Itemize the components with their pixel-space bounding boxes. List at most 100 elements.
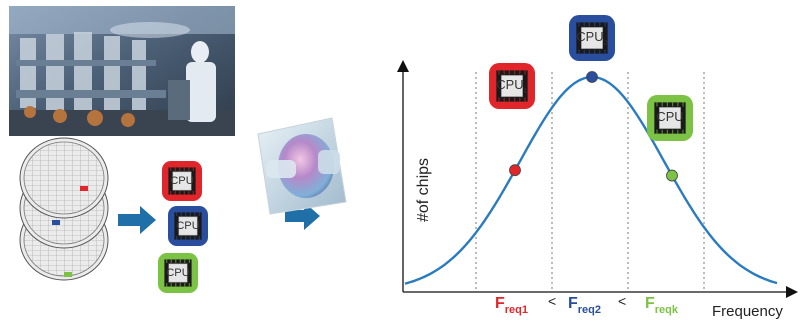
- distribution-curve: [404, 75, 778, 285]
- chip-pin: [682, 129, 684, 134]
- green-die: [64, 272, 72, 277]
- chip-pin: [594, 49, 596, 54]
- graph-cpu-chip-blue: CPU2: [569, 15, 615, 61]
- chip-pin: [503, 70, 505, 75]
- chip-label-main: CPU: [496, 77, 523, 92]
- chip-die: [178, 216, 198, 236]
- chip-pin: [198, 212, 200, 216]
- distribution-graph: [397, 60, 798, 298]
- blue-die: [52, 220, 60, 225]
- blue-marker: [586, 71, 598, 83]
- chip-pin: [524, 97, 526, 102]
- chip-pin: [185, 212, 187, 216]
- chip-label: CPU: [176, 220, 200, 232]
- chip-label: CPU2: [576, 29, 607, 47]
- cleanroom-factory-photo: [9, 6, 235, 136]
- y-axis-label: #of chips: [415, 158, 432, 222]
- chip-pin: [666, 129, 668, 134]
- chip-pin: [176, 236, 178, 240]
- chip-pin: [588, 49, 590, 54]
- chip-pin: [672, 129, 674, 134]
- green-marker: [666, 169, 678, 182]
- freq-req2-sub: req2: [578, 304, 601, 316]
- chip-die: [581, 27, 603, 49]
- chip-label: CPU: [656, 109, 683, 124]
- wafer-stack-icon: [19, 137, 109, 281]
- comparator-2: <: [618, 293, 626, 309]
- chip-label-main: CPU: [656, 109, 683, 124]
- x-axis-label: Frequency: [712, 303, 783, 320]
- chip-pin: [583, 49, 585, 54]
- chip-pin: [192, 167, 194, 171]
- right-arrow-icon: [285, 202, 320, 230]
- chip-pin: [170, 283, 172, 287]
- chip-pin: [594, 22, 596, 27]
- chip-pin: [188, 167, 190, 171]
- chip-pin: [180, 212, 182, 216]
- chip-pin: [184, 259, 186, 263]
- chip-pin: [170, 167, 172, 171]
- freq-req1-main: F: [495, 295, 505, 312]
- chip-pin: [179, 167, 181, 171]
- chip-label-main: CPU: [170, 175, 194, 187]
- chip-pin: [179, 283, 181, 287]
- cpu-chip-red: CPU: [162, 161, 202, 201]
- chip-pin: [508, 97, 510, 102]
- chip-pin: [498, 97, 500, 102]
- right-arrow-icon: [118, 206, 156, 234]
- x-axis-arrowhead: [786, 286, 798, 298]
- chip-pin: [184, 283, 186, 287]
- graph-cpu-chip-green: CPU: [647, 95, 693, 141]
- chip-label: CPU1: [496, 77, 527, 95]
- chip-pin: [524, 70, 526, 75]
- chip-pin: [194, 212, 196, 216]
- frequency-labels: Freq1 < Freq2 < Freqk: [495, 293, 679, 316]
- chip-label-sub: 2: [604, 38, 608, 47]
- chip-pin: [174, 167, 176, 171]
- chip-pin: [188, 259, 190, 263]
- chip-pin: [677, 129, 679, 134]
- chip-pin: [578, 49, 580, 54]
- chip-pin: [514, 70, 516, 75]
- freq-reqk-main: F: [645, 295, 655, 312]
- chip-pin: [519, 70, 521, 75]
- chip-pin: [682, 102, 684, 107]
- chip-pin: [578, 22, 580, 27]
- y-axis-arrowhead: [397, 60, 409, 72]
- chip-pin: [661, 102, 663, 107]
- chip-pin: [198, 236, 200, 240]
- chip-pin: [599, 22, 601, 27]
- chip-label-main: CPU: [166, 267, 190, 279]
- red-marker: [509, 164, 521, 177]
- chip-pin: [514, 97, 516, 102]
- chip-pin: [183, 191, 185, 195]
- chip-pin: [176, 212, 178, 216]
- chip-pin: [192, 191, 194, 195]
- chip-pin: [677, 102, 679, 107]
- freq-req2-label: Freq2: [568, 295, 601, 316]
- chip-die: [172, 171, 192, 191]
- freq-req1-sub: req1: [505, 304, 528, 316]
- chip-die: [659, 107, 681, 129]
- chip-pin: [174, 191, 176, 195]
- chip-pin: [503, 97, 505, 102]
- chip-pin: [604, 49, 606, 54]
- freq-req2-main: F: [568, 295, 578, 312]
- chip-label-main: CPU: [176, 220, 200, 232]
- freq-req1-label: Freq1: [495, 295, 528, 316]
- chip-pin: [656, 129, 658, 134]
- chip-pin: [498, 70, 500, 75]
- chip-pin: [194, 236, 196, 240]
- chip-pin: [583, 22, 585, 27]
- chip-pin: [166, 283, 168, 287]
- graph-cpu-chip-red: CPU1: [489, 63, 535, 109]
- chip-pin: [183, 167, 185, 171]
- binned-chip-icons: CPU CPU CPU: [158, 161, 208, 293]
- freq-reqk-label: Freqk: [645, 295, 679, 316]
- chip-label-sub: 1: [524, 86, 528, 95]
- chip-pin: [588, 22, 590, 27]
- chip-pin: [189, 236, 191, 240]
- chip-pin: [519, 97, 521, 102]
